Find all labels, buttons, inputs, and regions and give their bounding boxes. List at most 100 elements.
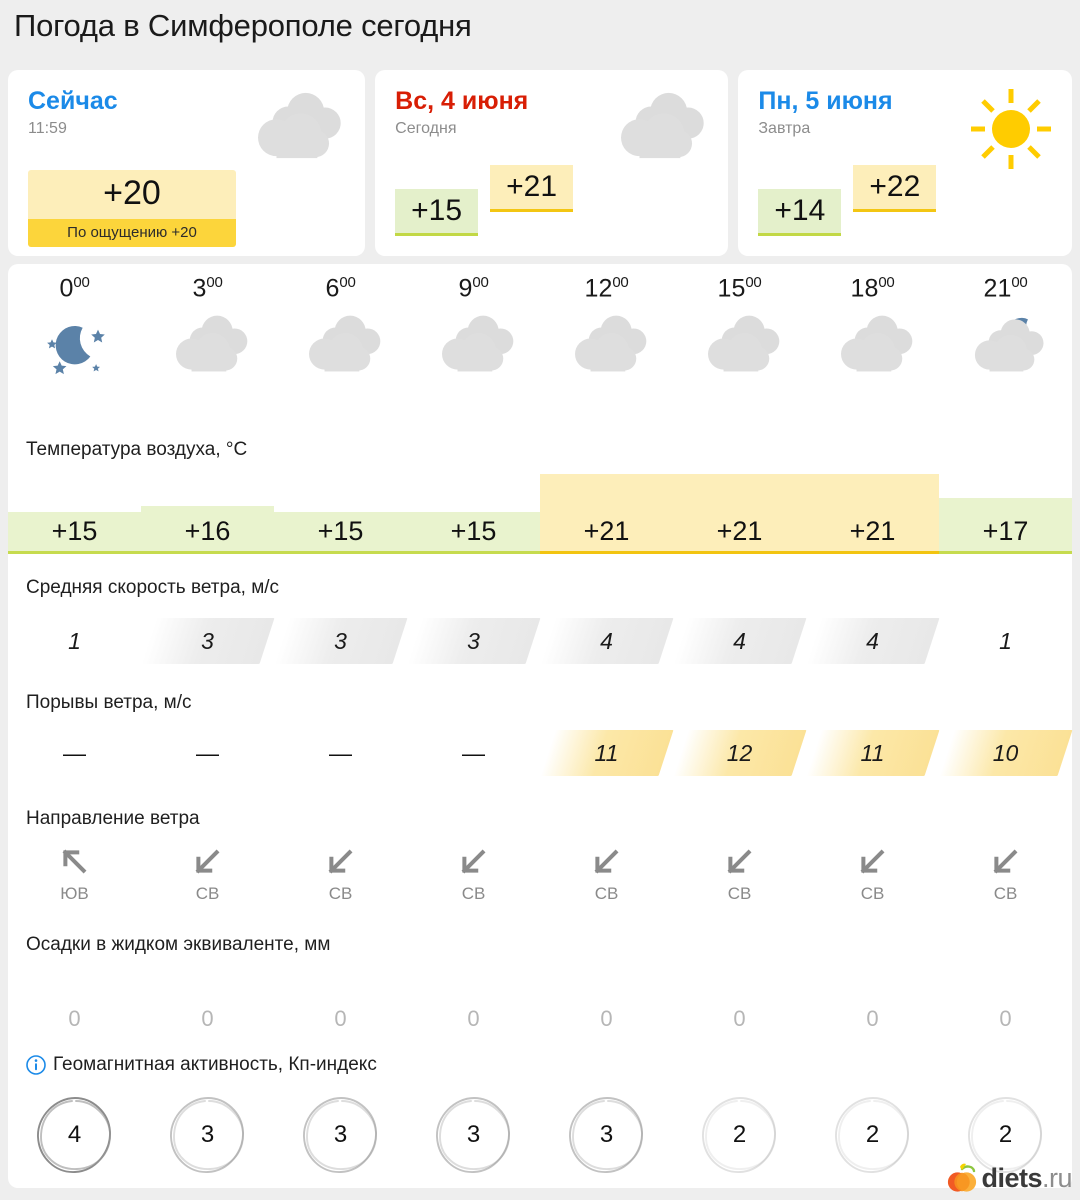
geomagnetic-header[interactable]: Геомагнитная активность, Кп-индекс [26,1054,377,1076]
wind-direction-label: ЮВ [60,884,89,903]
temperature-step: +16 [141,506,274,554]
geomagnetic-row: 4 3 3 3 3 2 2 2 [8,1092,1072,1178]
sun-icon [968,86,1054,172]
cloudy-night-icon [939,309,1072,379]
hour-label: 600 [325,274,356,303]
wind-speed-cell: 1 [939,618,1072,664]
temperature-step-chart: +15 +16 +15 +15 +21 +21 +21 +17 [8,474,1072,554]
wind-gust-cell: — [141,730,274,776]
wind-speed-cell: 3 [141,618,274,664]
wind-gust-cell: — [8,730,141,776]
wind-direction-label: СВ [328,884,353,903]
value-label: 4 [600,627,613,654]
day-max-temp: +22 [853,165,937,212]
kp-circle-icon [564,1092,650,1178]
kp-index-cell: 2 [939,1092,1072,1178]
arrow-down-left-icon [939,844,1072,878]
day-min-temp: +14 [758,189,842,236]
wind-gust-cell: 11 [540,730,673,776]
card-header: Пн, 5 июня Завтра [758,87,893,138]
hour-label: 300 [192,274,223,303]
card-header: Сейчас 11:59 [28,87,118,138]
hour-column: 000 [8,274,141,379]
kp-value: 2 [998,1121,1013,1148]
kp-circle-icon [431,1092,517,1178]
logo-wordmark: diets.ru [981,1163,1072,1194]
kp-value: 2 [732,1121,747,1148]
value-label: 1 [68,627,81,654]
card-title: Сейчас [28,87,118,115]
card-subtitle: Завтра [758,119,811,137]
value-label: 4 [866,627,879,654]
kp-index-cell: 3 [274,1092,407,1178]
card-subtitle: Сегодня [395,119,457,137]
temperature-step: +21 [540,474,673,554]
hour-column: 1800 [806,274,939,379]
value-label: — [196,739,219,766]
kp-index-cell: 4 [8,1092,141,1178]
wind-gusts-row: — — — — 11 12 11 10 [8,730,1072,776]
temperature-step: +15 [274,512,407,554]
temperature-step: +21 [673,474,806,554]
wind-direction-label: СВ [461,884,486,903]
card-title: Пн, 5 июня [758,87,893,115]
kp-index-cell: 2 [806,1092,939,1178]
wind-speed-cell: 3 [274,618,407,664]
precipitation-cell: 0 [334,1006,347,1031]
section-label-wind-speed: Средняя скорость ветра, м/с [26,577,280,598]
apple-icon [947,1162,977,1194]
precipitation-cell: 0 [733,1006,746,1031]
kp-index-cell: 3 [540,1092,673,1178]
card-header: Вс, 4 июня Сегодня [395,87,528,138]
wind-speed-cell: 4 [540,618,673,664]
wind-direction-cell: СВ [806,844,939,904]
hour-label: 1800 [850,274,895,303]
wind-gust-cell: — [407,730,540,776]
kp-circle-icon [165,1092,251,1178]
logo-tld: .ru [1041,1162,1073,1193]
day-card-today[interactable]: Вс, 4 июня Сегодня +15 +21 [375,70,729,256]
hour-column: 1200 [540,274,673,379]
day-min-temp: +15 [395,189,479,236]
precipitation-cell: 0 [866,1006,879,1031]
precipitation-cell: 0 [999,1006,1012,1031]
hour-column: 2100 [939,274,1072,379]
minmax-badges: +15 +21 [395,165,625,256]
info-icon[interactable] [26,1055,46,1075]
value-label: 11 [860,739,885,766]
kp-circle-icon [830,1092,916,1178]
cloudy-icon [141,309,274,379]
kp-index-cell: 2 [673,1092,806,1178]
wind-speed-cell: 3 [407,618,540,664]
hour-label: 000 [59,274,90,303]
wind-direction-cell: СВ [673,844,806,904]
kp-value: 2 [865,1121,880,1148]
arrow-down-left-icon [540,844,673,878]
kp-value: 3 [333,1121,348,1148]
precipitation-cell: 0 [68,1006,81,1031]
cloudy-icon [540,309,673,379]
temperature-step: +15 [407,512,540,554]
day-card-now[interactable]: Сейчас 11:59 +20 По ощущению +20 [8,70,366,256]
kp-circle-icon [697,1092,783,1178]
wind-direction-label: СВ [860,884,885,903]
arrow-down-left-icon [274,844,407,878]
minmax-badges: +14 +22 [758,165,988,256]
hour-column: 1500 [673,274,806,379]
section-label-temperature: Температура воздуха, °C [26,439,248,460]
hour-label: 1200 [584,274,629,303]
value-label: 3 [467,627,480,654]
wind-gust-cell: 10 [939,730,1072,776]
day-card-tomorrow[interactable]: Пн, 5 июня Завтра [738,70,1072,256]
cloudy-icon [245,90,343,162]
hour-label: 900 [458,274,489,303]
site-logo[interactable]: diets.ru [947,1162,1073,1194]
wind-speed-cell: 4 [806,618,939,664]
wind-direction-row: ЮВ СВ СВ СВ СВ СВ СВ СВ [8,844,1072,904]
kp-value: 3 [200,1121,215,1148]
logo-brand: diets [981,1162,1042,1193]
section-label-geomagnetic: Геомагнитная активность, Кп-индекс [53,1054,377,1075]
kp-value: 3 [599,1121,614,1148]
wind-gust-cell: 11 [806,730,939,776]
